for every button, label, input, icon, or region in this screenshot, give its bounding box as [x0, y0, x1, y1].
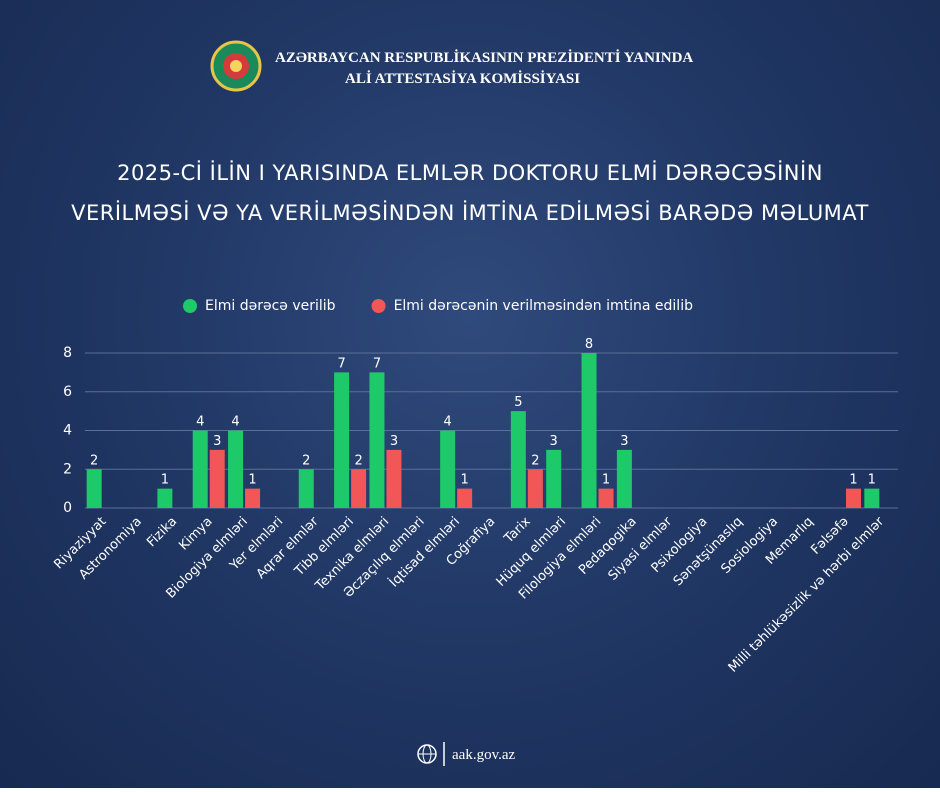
- value-label: 2: [531, 453, 539, 468]
- emblem: [210, 40, 262, 92]
- value-label: 1: [602, 473, 610, 488]
- legend-label: Elmi dərəcənin verilməsindən imtina edil…: [394, 298, 694, 314]
- y-tick-label: 6: [63, 384, 72, 400]
- value-label: 4: [444, 415, 452, 430]
- bar: [334, 372, 350, 508]
- bar: [351, 469, 367, 508]
- bar: [157, 488, 173, 508]
- bar: [228, 430, 244, 508]
- value-label: 8: [585, 337, 593, 352]
- value-label: 3: [213, 434, 221, 449]
- x-tick-label: Fizika: [144, 514, 180, 550]
- x-tick-label: Tarix: [501, 514, 534, 547]
- value-label: 7: [373, 356, 381, 371]
- value-label: 1: [868, 473, 876, 488]
- y-tick-label: 8: [63, 345, 72, 361]
- value-label: 4: [231, 415, 239, 430]
- value-label: 3: [550, 434, 558, 449]
- bar: [864, 488, 880, 508]
- value-label: 1: [248, 473, 256, 488]
- value-label: 1: [849, 473, 857, 488]
- bar: [845, 488, 861, 508]
- bar: [86, 469, 102, 508]
- value-label: 7: [337, 356, 345, 371]
- value-label: 2: [302, 453, 310, 468]
- x-tick-label: Astronomiya: [76, 514, 145, 583]
- value-label: 3: [620, 434, 628, 449]
- value-label: 5: [514, 395, 522, 410]
- value-label: 2: [90, 453, 98, 468]
- bar: [386, 449, 402, 508]
- bar: [527, 469, 543, 508]
- bar: [616, 449, 632, 508]
- value-label: 1: [161, 473, 169, 488]
- legend-label: Elmi dərəcə verilib: [205, 298, 336, 314]
- header-line: ALİ ATTESTASİYA KOMİSSİYASI: [345, 70, 580, 87]
- bar: [581, 353, 597, 508]
- value-label: 3: [390, 434, 398, 449]
- value-label: 1: [461, 473, 469, 488]
- y-tick-label: 4: [63, 423, 72, 439]
- bar: [546, 449, 562, 508]
- footer: aak.gov.az: [417, 742, 515, 766]
- bar: [369, 372, 385, 508]
- bar: [192, 430, 208, 508]
- bar: [209, 449, 225, 508]
- header-line: AZƏRBAYCAN RESPUBLİKASININ PREZİDENTİ YA…: [275, 49, 693, 66]
- legend-marker: [183, 299, 197, 313]
- value-label: 4: [196, 415, 204, 430]
- bar: [457, 488, 473, 508]
- website: aak.gov.az: [452, 747, 515, 763]
- chart-title: VERİLMƏSİ VƏ YA VERİLMƏSİNDƏN İMTİNA EDİ…: [71, 200, 869, 225]
- bar: [245, 488, 261, 508]
- legend-marker: [371, 299, 386, 313]
- bar: [440, 430, 456, 508]
- y-tick-label: 2: [63, 461, 72, 477]
- chart-title: 2025-Cİ İLİN I YARISINDA ELMLƏR DOKTORU …: [117, 160, 823, 185]
- value-label: 2: [354, 453, 362, 468]
- bar: [298, 469, 314, 508]
- bar: [598, 488, 614, 508]
- y-tick-label: 0: [63, 500, 72, 516]
- bar: [510, 411, 526, 508]
